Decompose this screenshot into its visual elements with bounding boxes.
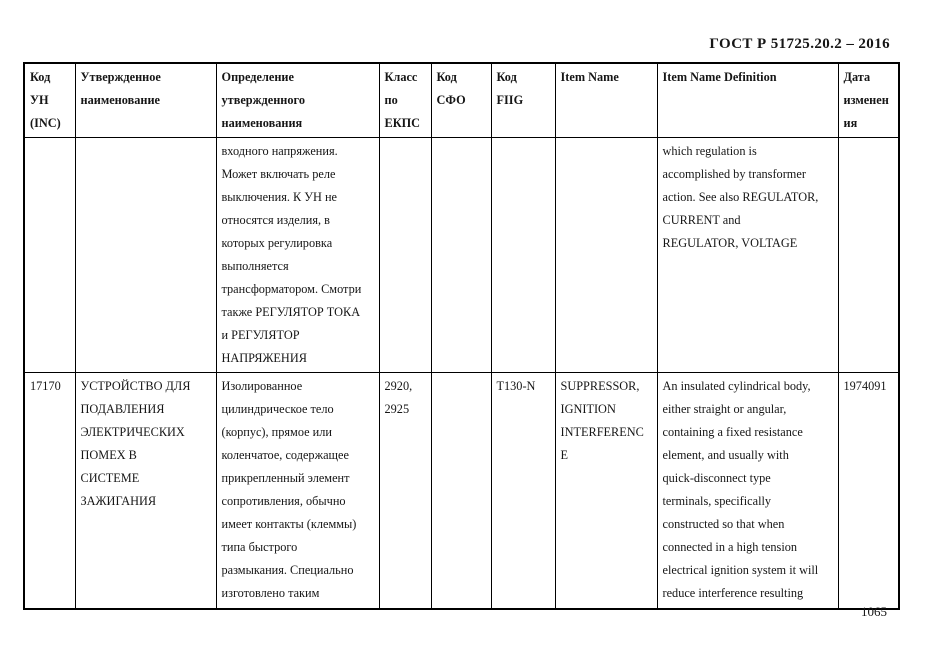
col-header-ekps-class: Класс по ЕКПС <box>378 62 432 138</box>
cell-inc-code: 17170 <box>23 372 76 609</box>
cell-item-name-definition: which regulation is accomplished by tran… <box>656 137 839 373</box>
cell-definition-ru: Изолированное цилиндрическое тело (корпу… <box>215 372 380 609</box>
page-number: 1065 <box>861 604 887 619</box>
cell-item-name <box>554 137 658 373</box>
data-table: Код УН (INC) Утвержденное наименование О… <box>23 62 900 610</box>
cell-change-date: 1974091 <box>837 372 900 609</box>
cell-approved-name <box>74 137 217 373</box>
col-header-sfo-code: Код СФО <box>430 62 492 138</box>
col-header-item-name: Item Name <box>554 62 658 138</box>
col-header-approved-name: Утвержденное наименование <box>74 62 217 138</box>
cell-inc-code <box>23 137 76 373</box>
cell-fiig-code: T130-N <box>490 372 556 609</box>
cell-sfo-code <box>430 372 492 609</box>
cell-item-name-definition: An insulated cylindrical body, either st… <box>656 372 839 609</box>
table-header-row: Код УН (INC) Утвержденное наименование О… <box>23 62 900 138</box>
col-header-inc-code: Код УН (INC) <box>23 62 76 138</box>
cell-sfo-code <box>430 137 492 373</box>
cell-fiig-code <box>490 137 556 373</box>
cell-change-date <box>837 137 900 373</box>
cell-ekps-class <box>378 137 432 373</box>
col-header-approved-name-definition: Определение утвержденного наименования <box>215 62 380 138</box>
col-header-change-date: Дата изменен ия <box>837 62 900 138</box>
cell-ekps-class: 2920, 2925 <box>378 372 432 609</box>
col-header-item-name-definition: Item Name Definition <box>656 62 839 138</box>
cell-approved-name: УСТРОЙСТВО ДЛЯ ПОДАВЛЕНИЯ ЭЛЕКТРИЧЕСКИХ … <box>74 372 217 609</box>
table-row: входного напряжения. Может включать реле… <box>23 137 900 373</box>
table-row: 17170 УСТРОЙСТВО ДЛЯ ПОДАВЛЕНИЯ ЭЛЕКТРИЧ… <box>23 372 900 609</box>
cell-item-name: SUPPRESSOR, IGNITION INTERFERENC E <box>554 372 658 609</box>
cell-definition-ru: входного напряжения. Может включать реле… <box>215 137 380 373</box>
doc-title: ГОСТ Р 51725.20.2 – 2016 <box>709 36 890 52</box>
col-header-fiig-code: Код FIIG <box>490 62 556 138</box>
